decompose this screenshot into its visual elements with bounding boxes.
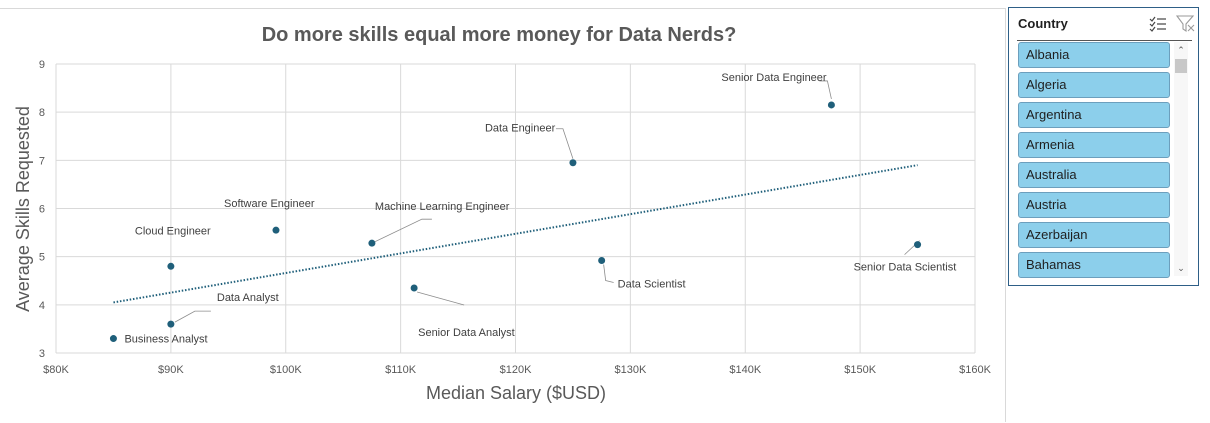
chart-area: $80K $90K $100K $110K $120K $130K $140K $150K $1… xyxy=(0,8,1006,422)
leader-line xyxy=(371,218,432,244)
y-tick-label: 6 xyxy=(39,204,45,216)
scatter-chart: $80K $90K $100K $110K $120K $130K $140K $150K $1… xyxy=(13,24,992,403)
data-label: Data Analyst xyxy=(217,292,279,304)
data-point xyxy=(368,239,376,247)
data-point xyxy=(914,241,922,249)
clear-filter-icon[interactable] xyxy=(1175,14,1197,34)
slicer-title: Country xyxy=(1018,16,1068,31)
data-point xyxy=(598,257,606,265)
data-point xyxy=(827,101,835,109)
data-point xyxy=(569,159,577,167)
data-point xyxy=(109,335,117,343)
slicer-item[interactable]: Australia xyxy=(1018,162,1170,188)
y-tick-label: 9 xyxy=(39,59,45,71)
x-tick-label: $100K xyxy=(270,364,302,376)
slicer-item[interactable]: Algeria xyxy=(1018,72,1170,98)
data-label: Cloud Engineer xyxy=(135,225,211,237)
data-point xyxy=(410,284,418,292)
slicer-item[interactable]: Bahamas xyxy=(1018,252,1170,278)
slicer-item[interactable]: Azerbaijan xyxy=(1018,222,1170,248)
scroll-thumb[interactable] xyxy=(1175,59,1187,73)
slicer-items: Albania Algeria Argentina Armenia Austra… xyxy=(1018,42,1170,282)
x-tick-label: $150K xyxy=(844,364,876,376)
chart-title: Do more skills equal more money for Data… xyxy=(262,24,737,46)
leader-line xyxy=(174,310,211,323)
leader-line xyxy=(603,264,614,283)
leader-line xyxy=(417,291,465,306)
x-tick-label: $110K xyxy=(385,364,417,376)
data-label: Data Scientist xyxy=(618,279,686,291)
data-label: Data Engineer xyxy=(485,123,556,135)
data-point xyxy=(272,226,280,234)
slicer-header: Country xyxy=(1017,14,1195,41)
multi-select-icon[interactable] xyxy=(1147,14,1169,34)
x-tick-label: $90K xyxy=(158,364,184,376)
scroll-down-icon[interactable]: ⌄ xyxy=(1177,263,1185,273)
y-tick-label: 8 xyxy=(39,107,45,119)
data-label: Business Analyst xyxy=(124,334,207,346)
x-tick-label: $120K xyxy=(500,364,532,376)
country-slicer: Country Albania Algeria Argentina Armeni… xyxy=(1008,7,1199,286)
scroll-up-icon[interactable]: ⌃ xyxy=(1177,45,1185,55)
y-tick-label: 7 xyxy=(39,155,45,167)
y-tick-label: 3 xyxy=(39,348,45,360)
data-point xyxy=(167,262,175,270)
slicer-scrollbar[interactable]: ⌃ ⌄ xyxy=(1174,42,1188,276)
x-tick-label: $140K xyxy=(729,364,761,376)
leader-line xyxy=(555,128,574,159)
data-label: Senior Data Engineer xyxy=(721,72,827,84)
data-label: Senior Data Analyst xyxy=(418,327,515,339)
x-tick-label: $160K xyxy=(959,364,991,376)
slicer-item[interactable]: Argentina xyxy=(1018,102,1170,128)
trendline xyxy=(113,164,918,304)
x-axis-title: Median Salary ($USD) xyxy=(426,383,606,403)
x-tick-label: $130K xyxy=(614,364,646,376)
x-tick-label: $80K xyxy=(43,364,69,376)
y-tick-label: 4 xyxy=(39,300,45,312)
data-point xyxy=(167,320,175,328)
slicer-item[interactable]: Albania xyxy=(1018,42,1170,68)
slicer-item[interactable]: Armenia xyxy=(1018,132,1170,158)
data-label: Senior Data Scientist xyxy=(854,262,957,274)
y-tick-label: 5 xyxy=(39,252,45,264)
data-label: Software Engineer xyxy=(224,198,315,210)
leader-line xyxy=(819,80,832,100)
slicer-item[interactable]: Austria xyxy=(1018,192,1170,218)
y-axis-title: Average Skills Requested xyxy=(13,106,33,312)
data-label: Machine Learning Engineer xyxy=(375,201,510,213)
